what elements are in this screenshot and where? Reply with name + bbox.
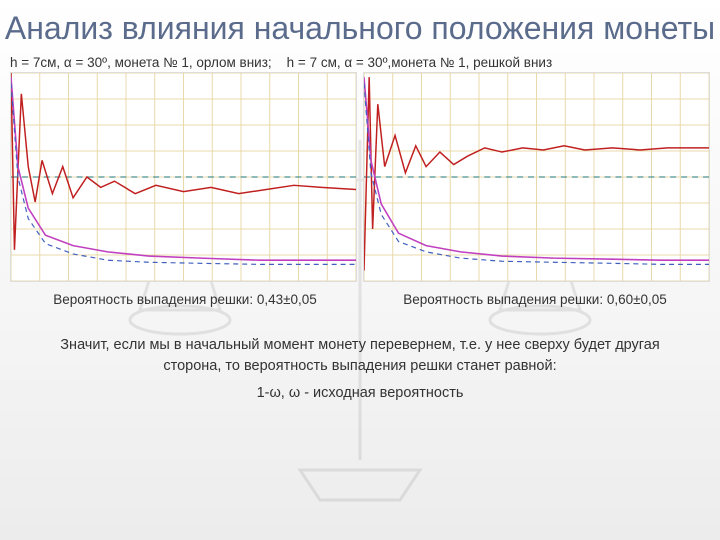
probability-row: Вероятность выпадения решки: 0,43±0,05 В… bbox=[10, 292, 710, 307]
caption-right: h = 7 см, α = 30º,монета № 1, решкой вни… bbox=[287, 55, 552, 70]
conclusion-text: Значит, если мы в начальный момент монет… bbox=[40, 335, 680, 377]
conclusion-formula: 1-ω, ω - исходная вероятность bbox=[40, 385, 680, 401]
probability-left: Вероятность выпадения решки: 0,43±0,05 bbox=[10, 292, 360, 307]
probability-right: Вероятность выпадения решки: 0,60±0,05 bbox=[360, 292, 710, 307]
charts-row bbox=[10, 72, 710, 282]
chart-left bbox=[10, 72, 357, 282]
chart-captions: h = 7см, α = 30º, монета № 1, орлом вниз… bbox=[10, 55, 710, 70]
slide-title: Анализ влияния начального положения моне… bbox=[0, 0, 720, 47]
caption-left: h = 7см, α = 30º, монета № 1, орлом вниз… bbox=[10, 55, 272, 70]
chart-right bbox=[363, 72, 710, 282]
slide: Анализ влияния начального положения моне… bbox=[0, 0, 720, 540]
